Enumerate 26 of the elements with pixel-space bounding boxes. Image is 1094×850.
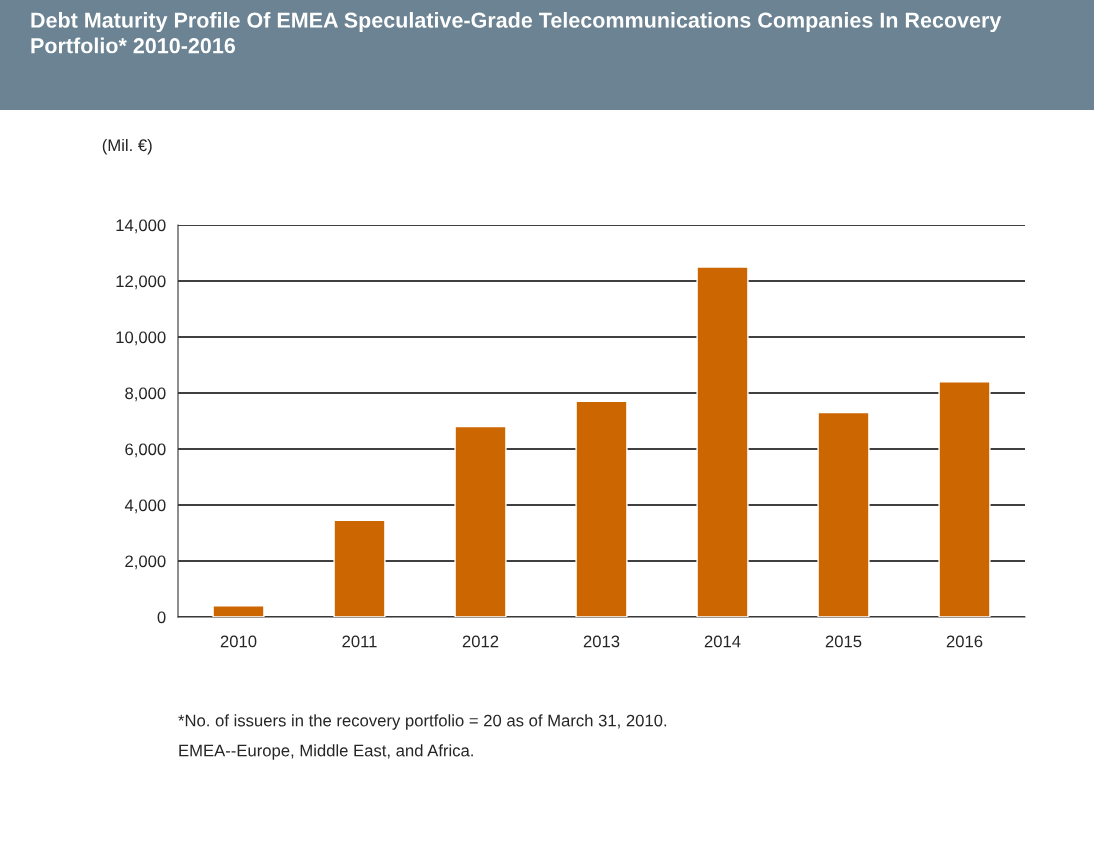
bar xyxy=(333,519,386,617)
y-tick-label: 10,000 xyxy=(116,331,166,346)
y-tick-label: 0 xyxy=(157,611,166,624)
bar xyxy=(575,400,628,617)
y-tick-label: 4,000 xyxy=(124,499,166,514)
x-tick-label: 2012 xyxy=(462,635,499,648)
bar xyxy=(817,411,870,617)
y-tick-label: 6,000 xyxy=(125,443,166,458)
chart-title: Debt Maturity Profile Of EMEA Speculative-Grade Telecommunications Companies In Recovery Portfolio* 2010-2016 xyxy=(31,12,1002,54)
x-tick-label: 2014 xyxy=(704,635,741,648)
text: *No. of issuers in the recovery portfolio = 20 as of March 31, 2010. xyxy=(178,714,667,730)
bar xyxy=(212,605,265,617)
x-tick-label: 2011 xyxy=(342,635,377,648)
x-tick-label: 2015 xyxy=(825,635,862,648)
bar xyxy=(938,381,991,617)
y-tick-label: 12,000 xyxy=(116,275,166,290)
bar xyxy=(696,266,749,617)
y-tick-label: 14,000 xyxy=(116,219,166,234)
bar xyxy=(454,425,507,617)
x-tick-label: 2016 xyxy=(946,635,983,648)
y-tick-label: 2,000 xyxy=(125,555,166,570)
text: EMEA--Europe, Middle East, and Africa. xyxy=(179,744,473,760)
x-tick-label: 2013 xyxy=(583,635,620,648)
x-tick-label: 2010 xyxy=(220,635,257,648)
y-axis-title: (Mil. €) xyxy=(102,138,152,155)
y-tick-label: 8,000 xyxy=(125,387,166,402)
